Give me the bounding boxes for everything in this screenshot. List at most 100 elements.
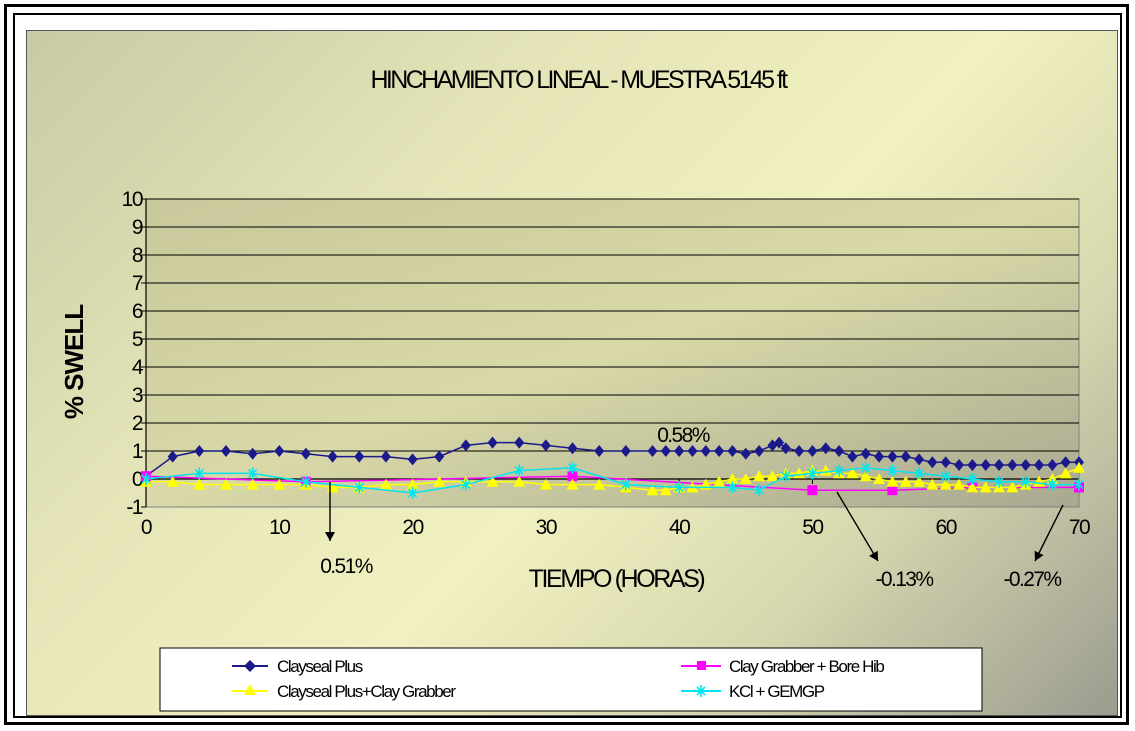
series-4-point-18 — [914, 467, 924, 480]
series-3-point-9 — [379, 478, 392, 490]
series-3-point-1 — [166, 475, 179, 487]
series-1-point-14 — [514, 436, 525, 449]
series-3-point-17 — [593, 478, 606, 490]
series-1-point-13 — [487, 436, 498, 449]
series-3-point-37 — [886, 475, 899, 487]
y-tick-label-11: 10 — [122, 188, 143, 211]
x-tick-label-0: 0 — [141, 516, 152, 539]
annotation-arrow-3 — [836, 491, 879, 562]
series-3-point-15 — [539, 478, 552, 490]
series-1-point-40 — [914, 453, 925, 466]
series-1-point-34 — [834, 445, 845, 457]
series-1-point-41 — [927, 456, 938, 469]
outer-frame — [4, 4, 1129, 725]
series-1-point-1 — [167, 450, 178, 463]
annotation-label-1: 0.58% — [657, 424, 709, 447]
x-tick-label-3: 30 — [536, 516, 557, 539]
legend-item-2: Clay Grabber + Bore Hib — [681, 657, 886, 676]
annotation-label-3: -0.13% — [876, 568, 934, 591]
series-1-point-12 — [460, 439, 471, 452]
series-3-point-24 — [713, 475, 726, 487]
series-4-point-9 — [621, 478, 631, 491]
series-3-point-40 — [926, 478, 939, 490]
series-4-point-4 — [354, 481, 364, 494]
series-3-point-19 — [646, 484, 659, 496]
series-line-3 — [146, 467, 1080, 491]
y-tick-label-2: 1 — [132, 440, 143, 463]
series-3-point-27 — [753, 470, 766, 482]
series-4-point-12 — [754, 484, 764, 497]
series-1-point-43 — [954, 459, 965, 471]
series-4-point-2 — [248, 467, 258, 480]
series-1-point-46 — [994, 459, 1005, 471]
series-1-point-23 — [700, 445, 711, 457]
series-3-point-43 — [966, 481, 979, 493]
y-tick-label-7: 6 — [132, 300, 143, 323]
series-1-point-32 — [807, 445, 818, 457]
y-tick-label-5: 4 — [132, 356, 144, 379]
series-4-point-6 — [461, 478, 471, 491]
series-4-point-10 — [674, 481, 684, 494]
y-tick-label-0: -1 — [126, 496, 142, 519]
legend-label-3: Clayseal Plus+Clay Grabber — [277, 682, 456, 701]
series-2-point-4 — [887, 485, 898, 496]
series-1-point-29 — [774, 436, 785, 449]
series-1-point-3 — [220, 445, 231, 457]
series-1-point-36 — [860, 447, 871, 460]
series-4-point-21 — [994, 475, 1004, 488]
annotation-label-2: 0.51% — [320, 555, 372, 578]
series-1-point-50 — [1047, 459, 1058, 471]
series-1-point-7 — [327, 450, 338, 463]
inner-frame — [13, 13, 1122, 718]
chart-title: HINCHAMIENTO LINEAL - MUESTRA 5145 ft — [370, 66, 788, 94]
series-1-point-47 — [1007, 459, 1018, 471]
series-3-point-2 — [193, 478, 206, 490]
y-axis-label: % SWELL — [59, 304, 89, 419]
series-4-point-0 — [141, 473, 151, 485]
series-1-point-45 — [980, 459, 991, 471]
annotation-arrowhead-2 — [325, 532, 335, 541]
series-4-point-7 — [514, 464, 524, 477]
series-1-point-38 — [887, 450, 898, 463]
series-4-point-22 — [1021, 475, 1031, 488]
series-1-point-37 — [874, 450, 885, 463]
series-3-point-14 — [513, 475, 526, 487]
legend-label-4: KCl + GEMGP — [729, 682, 825, 701]
x-tick-label-5: 50 — [802, 516, 823, 539]
series-1-point-22 — [687, 445, 698, 457]
y-tick-label-4: 3 — [132, 384, 143, 407]
annotation-label-4: -0.27% — [1004, 568, 1062, 591]
series-2-point-3 — [807, 485, 818, 496]
legend-label-2: Clay Grabber + Bore Hib — [729, 657, 884, 676]
annotations: 0.58% 0.51% -0.13% -0.27% — [320, 424, 1064, 591]
series-4-point-13 — [781, 470, 791, 483]
series-1-point-26 — [740, 447, 751, 460]
y-tick-label-6: 5 — [132, 328, 143, 351]
series-3-point-39 — [913, 475, 926, 487]
grid-lines — [146, 198, 1079, 480]
series-4-point-20 — [967, 473, 977, 485]
series-3-point-20 — [659, 484, 672, 496]
series-4-point-8 — [567, 461, 578, 474]
series-1-point-35 — [847, 450, 858, 463]
series-1-point-33 — [820, 442, 831, 455]
series-1-point-27 — [754, 445, 765, 457]
series-3-point-44 — [979, 481, 992, 493]
series-3-point-41 — [939, 478, 952, 490]
series-3-point-50 — [1059, 467, 1072, 479]
annotation-arrowhead-3 — [869, 550, 878, 561]
plot-area — [145, 198, 1080, 508]
series-2-point-2 — [567, 471, 578, 482]
series-4-point-16 — [861, 461, 871, 474]
series-1-point-39 — [900, 450, 911, 463]
series-3-point-36 — [873, 473, 886, 484]
series-1-point-25 — [727, 445, 738, 457]
series-4-point-11 — [727, 481, 738, 494]
y-tick-label-8: 7 — [132, 272, 143, 295]
series-1-point-24 — [714, 445, 725, 457]
series-3-point-16 — [566, 478, 579, 490]
series-1-point-19 — [647, 445, 658, 457]
legend: Clayseal Plus Clayseal Plus+Clay Grabber… — [159, 647, 983, 712]
series-1-point-18 — [620, 445, 631, 457]
legend-item-4: KCl + GEMGP — [681, 682, 826, 701]
